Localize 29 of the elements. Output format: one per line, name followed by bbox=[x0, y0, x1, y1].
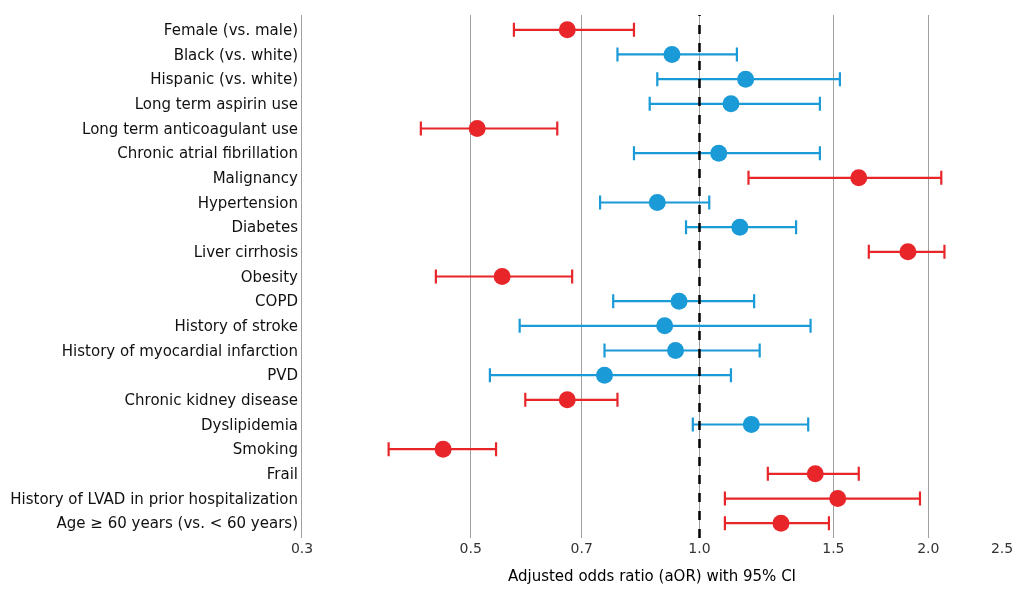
y-tick-label: Obesity bbox=[240, 267, 299, 286]
y-tick-label: Hispanic (vs. white) bbox=[150, 70, 298, 89]
y-tick-label: Diabetes bbox=[231, 218, 299, 237]
x-tick-label: 0.5 bbox=[459, 540, 482, 556]
x-tick-label: 2.5 bbox=[990, 540, 1014, 556]
y-tick-label: History of LVAD in prior hospitalization bbox=[10, 489, 298, 508]
y-tick-label: Chronic kidney disease bbox=[124, 391, 298, 410]
y-tick-label: Black (vs. white) bbox=[173, 45, 298, 64]
x-axis-title: Adjusted odds ratio (aOR) with 95% CI bbox=[507, 567, 797, 585]
y-tick-label: Liver cirrhosis bbox=[193, 243, 299, 262]
y-tick-label: Dyslipidemia bbox=[201, 415, 298, 434]
x-tick-label: 0.3 bbox=[290, 540, 314, 556]
y-tick-label: Long term aspirin use bbox=[134, 95, 298, 114]
x-tick-label: 1.0 bbox=[688, 540, 711, 556]
x-tick-label: 0.7 bbox=[570, 540, 593, 556]
y-tick-label: Age ≥ 60 years (vs. < 60 years) bbox=[56, 514, 298, 533]
y-tick-label: History of myocardial infarction bbox=[61, 341, 298, 360]
y-tick-label: Frail bbox=[266, 465, 298, 484]
x-tick-label: 2.0 bbox=[917, 540, 940, 556]
x-tick-label: 1.5 bbox=[822, 540, 845, 556]
y-tick-label: Long term anticoagulant use bbox=[82, 119, 298, 138]
y-tick-label: History of stroke bbox=[174, 317, 298, 336]
y-tick-label: Female (vs. male) bbox=[163, 21, 298, 40]
y-tick-label: Smoking bbox=[232, 440, 298, 459]
y-tick-label: Hypertension bbox=[197, 193, 298, 212]
y-tick-label: COPD bbox=[255, 292, 298, 311]
y-tick-label: Chronic atrial fibrillation bbox=[117, 144, 298, 163]
y-tick-label: Malignancy bbox=[212, 169, 299, 188]
y-tick-label: PVD bbox=[267, 366, 298, 385]
